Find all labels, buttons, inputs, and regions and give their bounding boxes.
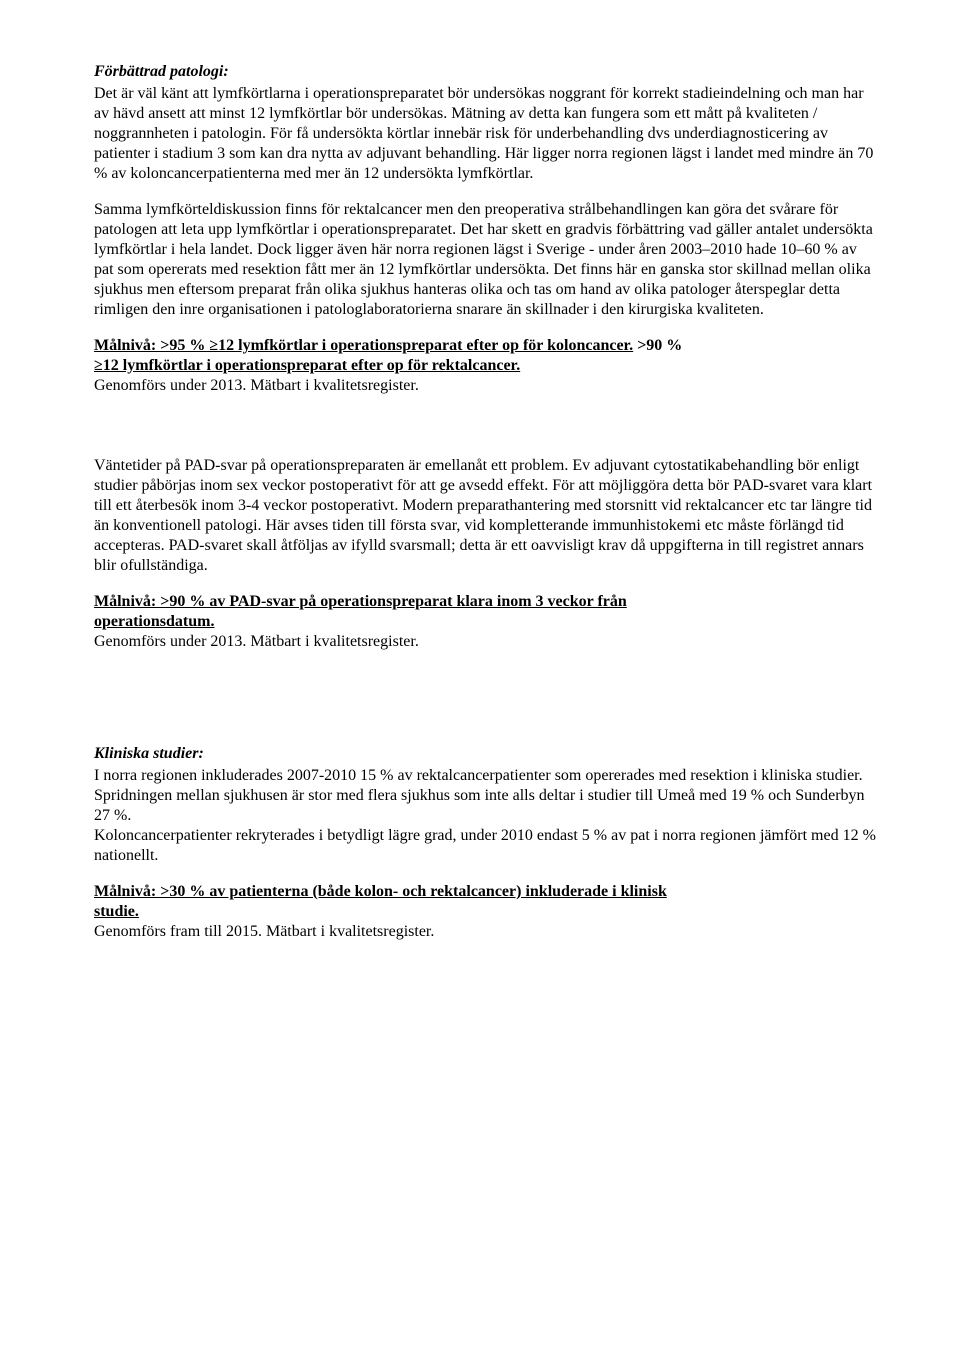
- section-pad: Väntetider på PAD-svar på operationsprep…: [94, 456, 880, 652]
- spacer: [94, 424, 880, 456]
- goal-note: Genomförs under 2013. Mätbart i kvalitet…: [94, 632, 880, 652]
- body-paragraph: Väntetider på PAD-svar på operationsprep…: [94, 456, 880, 576]
- section-clinical-studies: Kliniska studier: I norra regionen inklu…: [94, 744, 880, 942]
- goal-level-line: Målnivå: >30 % av patienterna (både kolo…: [94, 882, 880, 902]
- body-paragraph: Koloncancerpatienter rekryterades i bety…: [94, 826, 880, 866]
- spacer: [94, 712, 880, 744]
- goal-note: Genomförs fram till 2015. Mätbart i kval…: [94, 922, 880, 942]
- spacer: [94, 680, 880, 712]
- body-paragraph: I norra regionen inkluderades 2007-2010 …: [94, 766, 880, 826]
- body-paragraph: Det är väl känt att lymfkörtlarna i oper…: [94, 84, 880, 184]
- section-heading: Förbättrad patologi:: [94, 62, 880, 82]
- goal-text: Målnivå: >90 % av PAD-svar på operations…: [94, 593, 627, 610]
- goal-level-line: Målnivå: >95 % ≥12 lymfkörtlar i operati…: [94, 336, 880, 356]
- goal-level-line: ≥12 lymfkörtlar i operationspreparat eft…: [94, 356, 880, 376]
- goal-level-line: studie.: [94, 902, 880, 922]
- goal-text: Målnivå: >30 % av patienterna (både kolo…: [94, 883, 667, 900]
- goal-level-line: operationsdatum.: [94, 612, 880, 632]
- section-pathology: Förbättrad patologi: Det är väl känt att…: [94, 62, 880, 396]
- goal-level-line: Målnivå: >90 % av PAD-svar på operations…: [94, 592, 880, 612]
- goal-text: >90 %: [633, 337, 682, 354]
- goal-note: Genomförs under 2013. Mätbart i kvalitet…: [94, 376, 880, 396]
- goal-text: Målnivå: >95 % ≥12 lymfkörtlar i operati…: [94, 337, 633, 354]
- section-heading: Kliniska studier:: [94, 744, 880, 764]
- body-paragraph: Samma lymfkörteldiskussion finns för rek…: [94, 200, 880, 320]
